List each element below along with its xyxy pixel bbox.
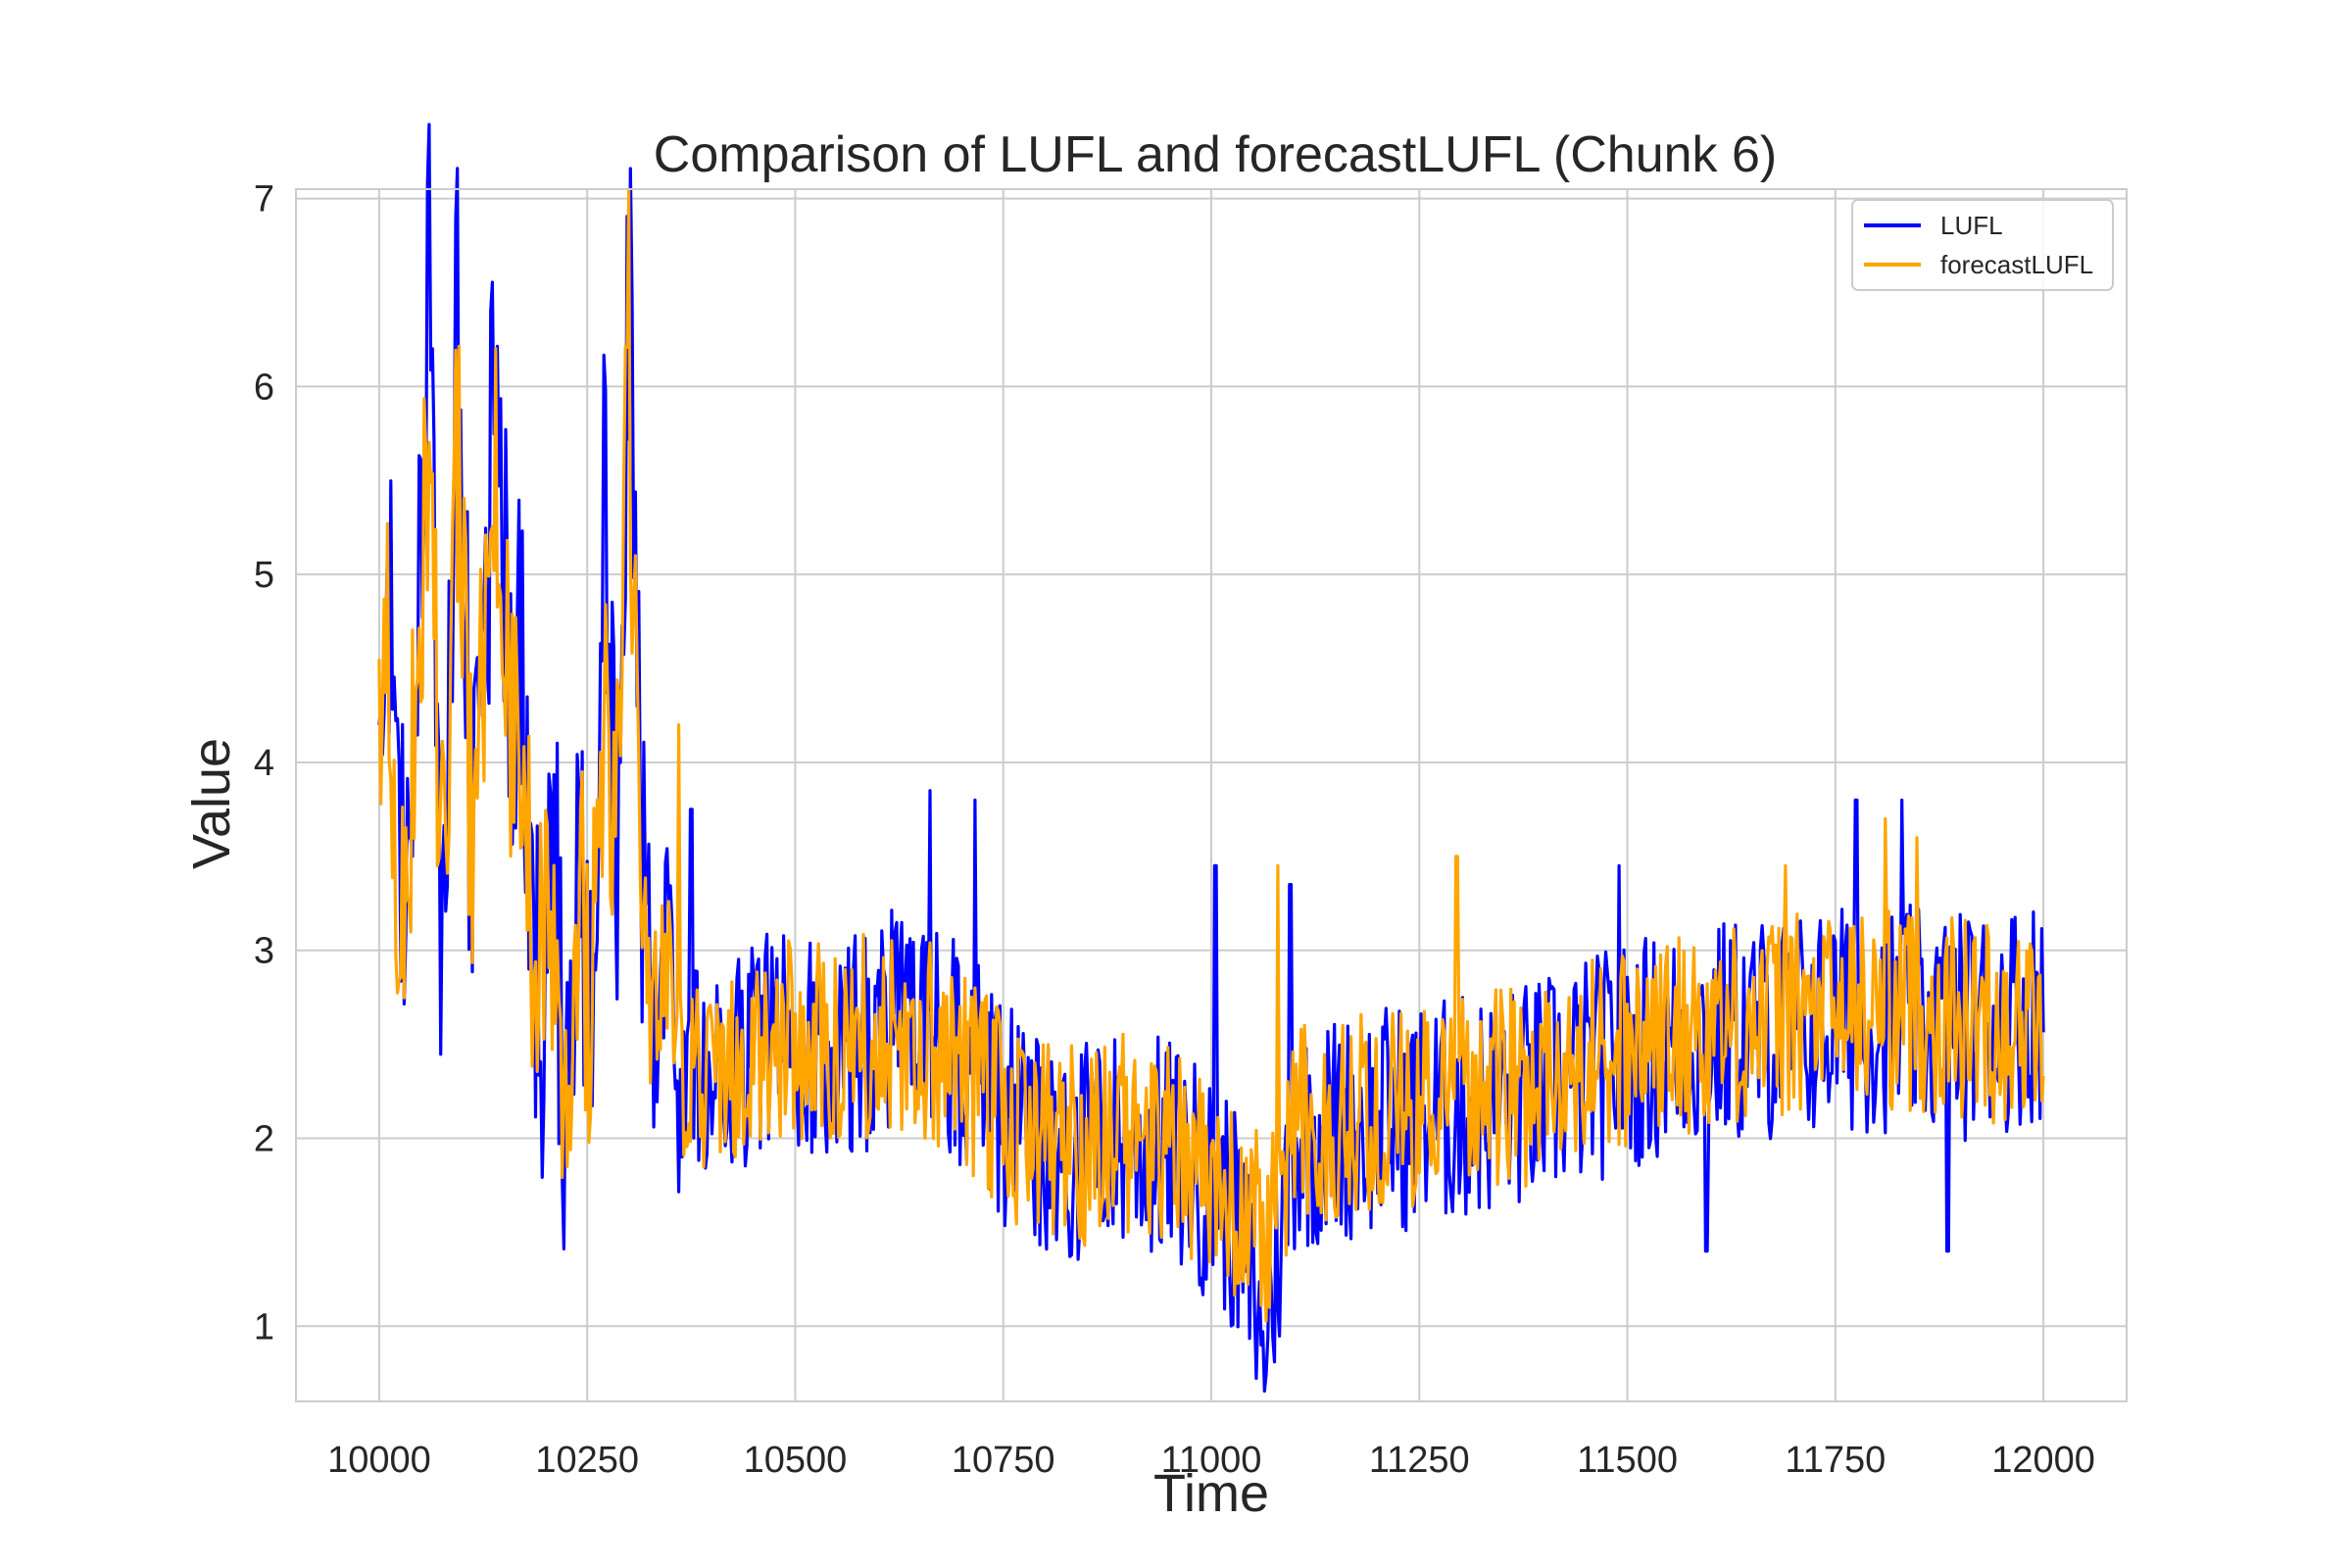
x-tick-label: 11750	[1785, 1440, 1886, 1481]
x-tick-label: 11250	[1369, 1440, 1470, 1481]
y-tick-label: 3	[254, 931, 274, 972]
tick-labels: 10000 10250 10500 10750 11000 11250 11500 11750…	[254, 179, 2095, 1481]
legend-entry-forecastlufl: forecastLUFL	[1940, 250, 2093, 279]
y-tick-label: 2	[254, 1119, 274, 1160]
x-tick-label: 10000	[327, 1440, 431, 1481]
chart-title: Comparison of LUFL and forecastLUFL (Chu…	[654, 126, 1777, 183]
y-tick-label: 5	[254, 555, 274, 596]
y-tick-label: 6	[254, 367, 274, 408]
y-axis-label: Value	[182, 738, 241, 869]
plot-frame	[295, 188, 2128, 1402]
y-tick-label: 7	[254, 179, 274, 220]
x-axis-label: Time	[1153, 1464, 1269, 1523]
x-tick-label: 11500	[1577, 1440, 1678, 1481]
y-tick-label: 4	[254, 743, 274, 784]
x-tick-label: 10750	[952, 1440, 1055, 1481]
x-tick-label: 10500	[744, 1440, 848, 1481]
x-tick-label: 10250	[535, 1440, 639, 1481]
legend: LUFL forecastLUFL	[1851, 199, 2114, 291]
series-layer	[377, 122, 2045, 1394]
y-tick-label: 1	[254, 1306, 274, 1348]
legend-entry-lufl: LUFL	[1940, 211, 2003, 240]
series-line-forecastlufl	[377, 188, 2045, 1323]
x-tick-label: 12000	[1991, 1440, 2095, 1481]
x-tick-label: 11000	[1161, 1440, 1262, 1481]
grid-layer	[296, 189, 2127, 1401]
legend-box	[1851, 199, 2114, 291]
